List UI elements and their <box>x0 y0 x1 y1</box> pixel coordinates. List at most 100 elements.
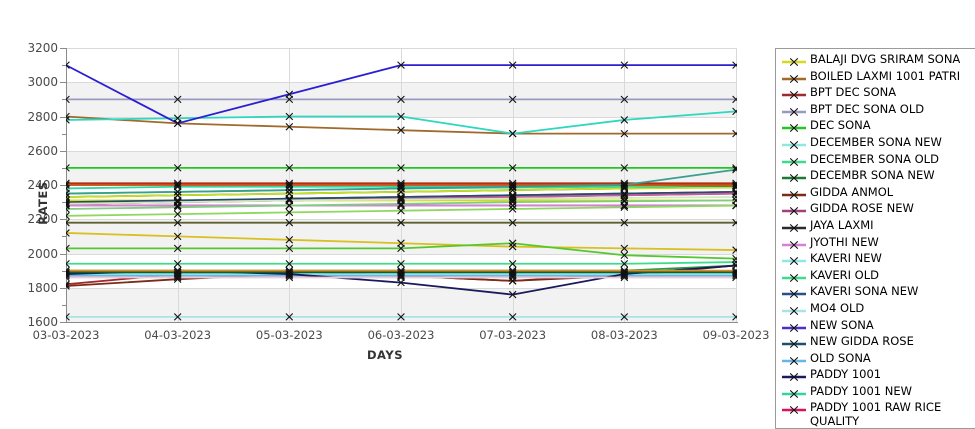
data-point-marker <box>620 266 629 275</box>
y-tick-label: 3200 <box>27 41 58 55</box>
data-point-marker <box>173 266 182 275</box>
legend-swatch-icon <box>782 154 806 168</box>
legend-swatch-icon <box>782 386 806 400</box>
data-point-marker <box>620 116 629 124</box>
data-point-marker <box>620 270 629 278</box>
data-point-marker <box>620 61 629 69</box>
legend-item[interactable]: JYOTHI NEW <box>776 234 975 253</box>
legend-item-label: KAVERI NEW <box>810 251 882 266</box>
legend-item-label: NEW GIDDA ROSE <box>810 334 914 349</box>
legend-item-label: JYOTHI NEW <box>810 234 879 249</box>
data-point-marker <box>508 198 517 206</box>
data-point-marker <box>397 218 405 227</box>
legend-swatch-icon <box>782 253 806 267</box>
data-point-marker <box>508 179 517 188</box>
data-point-marker <box>620 95 629 104</box>
legend-item[interactable]: BPT DEC SONA <box>776 86 975 103</box>
data-point-marker <box>620 203 629 212</box>
data-point-marker <box>397 95 405 104</box>
legend-item[interactable]: BPT DEC SONA OLD <box>776 102 975 120</box>
legend-item[interactable]: KAVERI NEW <box>776 252 975 269</box>
data-point-marker <box>285 189 294 198</box>
legend-item[interactable]: BALAJI DVG SRIRAM SONA <box>776 52 975 70</box>
data-point-marker <box>508 61 517 69</box>
data-point-marker <box>508 194 517 203</box>
legend-item[interactable]: DEC SONA <box>776 119 975 136</box>
legend-item[interactable]: GIDDA ROSE NEW <box>776 202 975 219</box>
legend-item-label: DECEMBER SONA NEW <box>810 134 942 149</box>
legend-item-label: BALAJI DVG SRIRAM SONA <box>810 52 961 66</box>
data-point-marker <box>173 259 182 268</box>
data-point-marker <box>285 236 294 244</box>
y-tick-label: 2800 <box>27 109 58 124</box>
data-point-marker <box>66 164 70 172</box>
legend-item[interactable]: DECEMBER SONA NEW <box>776 134 975 153</box>
data-point-marker <box>173 203 182 212</box>
data-point-marker <box>508 290 517 299</box>
data-point-marker <box>173 181 182 189</box>
data-point-marker <box>397 266 405 275</box>
x-tick-label: 03-03-2023 <box>32 328 100 342</box>
legend-swatch-icon <box>782 137 806 151</box>
legend-box[interactable]: BALAJI DVG SRIRAM SONA BOILED LAXMI 1001 … <box>775 48 975 429</box>
data-point-marker <box>285 122 294 131</box>
data-point-marker <box>508 95 517 104</box>
data-point-marker <box>173 244 182 253</box>
y-tick-mark <box>60 82 66 84</box>
data-point-marker <box>732 95 737 104</box>
data-point-marker <box>173 210 182 218</box>
legend-item[interactable]: DECEMBR SONA NEW <box>776 169 975 186</box>
legend-item[interactable]: PADDY 1001 RAW RICE QUALITY <box>776 401 975 428</box>
data-point-marker <box>508 164 517 172</box>
legend-item[interactable]: PADDY 1001 NEW <box>776 384 975 402</box>
legend-item[interactable]: JAYA LAXMI <box>776 218 975 236</box>
data-point-marker <box>732 61 737 69</box>
data-point-marker <box>173 95 182 104</box>
legend-item[interactable]: BOILED LAXMI 1001 PATRI <box>776 69 975 87</box>
data-point-marker <box>173 218 182 227</box>
data-point-marker <box>173 270 182 278</box>
y-tick-mark <box>60 322 66 323</box>
legend-swatch-icon <box>782 353 806 367</box>
legend-swatch-icon <box>782 237 806 251</box>
y-tick-label: 1800 <box>27 280 58 295</box>
data-point-marker <box>732 246 737 254</box>
legend-item[interactable]: GIDDA ANMOL <box>776 185 975 203</box>
data-point-marker <box>173 188 182 196</box>
y-minor-tick-mark <box>62 99 66 101</box>
y-tick-mark <box>60 287 66 289</box>
legend-item[interactable]: OLD SONA <box>776 351 975 369</box>
data-point-marker <box>285 268 294 277</box>
legend-item[interactable]: DECEMBER SONA OLD <box>776 152 975 170</box>
legend-item-label: NEW SONA <box>810 317 874 332</box>
legend-item-label: KAVERI OLD <box>810 267 879 282</box>
legend-item[interactable]: NEW GIDDA ROSE <box>776 335 975 352</box>
data-point-marker <box>173 164 182 172</box>
data-point-marker <box>285 112 294 121</box>
data-point-marker <box>620 181 629 189</box>
legend-swatch-icon <box>782 170 806 184</box>
data-point-marker <box>66 95 70 104</box>
y-minor-tick-mark <box>62 133 66 135</box>
data-point-marker <box>732 218 737 227</box>
data-point-marker <box>620 251 629 260</box>
data-point-marker <box>508 205 517 213</box>
legend-item[interactable]: KAVERI OLD <box>776 267 975 286</box>
legend-item[interactable]: MO4 OLD <box>776 301 975 319</box>
legend-item-label: PADDY 1001 <box>810 367 882 382</box>
x-tick-label: 05-03-2023 <box>255 328 323 342</box>
data-point-marker <box>397 270 405 278</box>
data-point-marker <box>66 218 70 227</box>
legend-item[interactable]: PADDY 1001 <box>776 368 975 385</box>
plot-container: 1600 1800 2000 2200 2400 2600 2800 3000 3200 RAT… <box>27 41 769 362</box>
legend-item[interactable]: KAVERI SONA NEW <box>776 285 975 302</box>
series-line <box>66 242 737 260</box>
data-point-marker <box>508 186 517 194</box>
data-point-marker <box>285 270 294 278</box>
data-point-marker <box>66 193 70 201</box>
y-tick-mark <box>60 150 66 152</box>
data-point-marker <box>620 197 629 206</box>
data-point-marker <box>66 116 70 124</box>
legend-item[interactable]: NEW SONA <box>776 317 975 336</box>
